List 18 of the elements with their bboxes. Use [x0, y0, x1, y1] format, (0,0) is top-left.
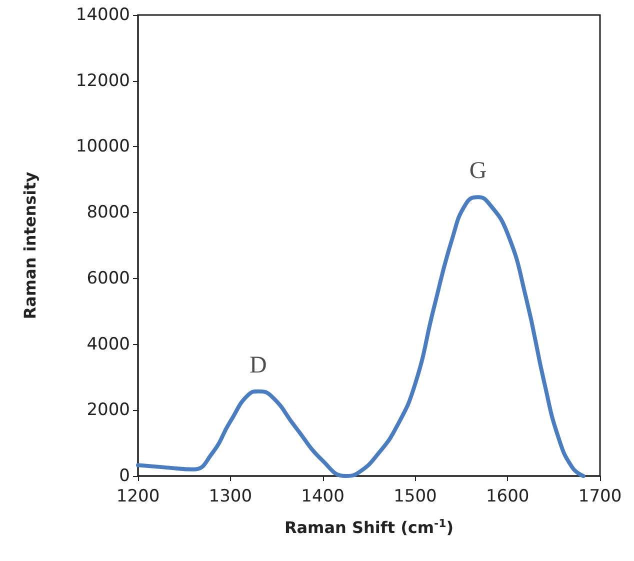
- y-tick-label: 0: [119, 466, 130, 486]
- x-tick-label: 1200: [116, 486, 160, 506]
- x-tick-label: 1500: [394, 486, 437, 506]
- annotation: G: [469, 158, 487, 184]
- y-tick-label: 14000: [76, 5, 130, 25]
- x-tick-label: 1300: [208, 486, 252, 506]
- x-tick-label: 1400: [301, 486, 344, 506]
- y-tick-label: 6000: [86, 268, 130, 288]
- y-tick-label: 10000: [76, 136, 130, 157]
- x-tick-label: 1700: [578, 486, 622, 506]
- y-axis-title: Raman intensity: [20, 171, 40, 320]
- annotation: D: [249, 352, 267, 378]
- y-tick-label: 12000: [76, 70, 130, 91]
- x-tick-label: 1600: [486, 486, 530, 506]
- y-tick-label: 8000: [86, 202, 130, 223]
- y-tick-label: 4000: [86, 334, 130, 354]
- y-tick-label: 2000: [86, 400, 130, 420]
- line-series: [136, 195, 586, 478]
